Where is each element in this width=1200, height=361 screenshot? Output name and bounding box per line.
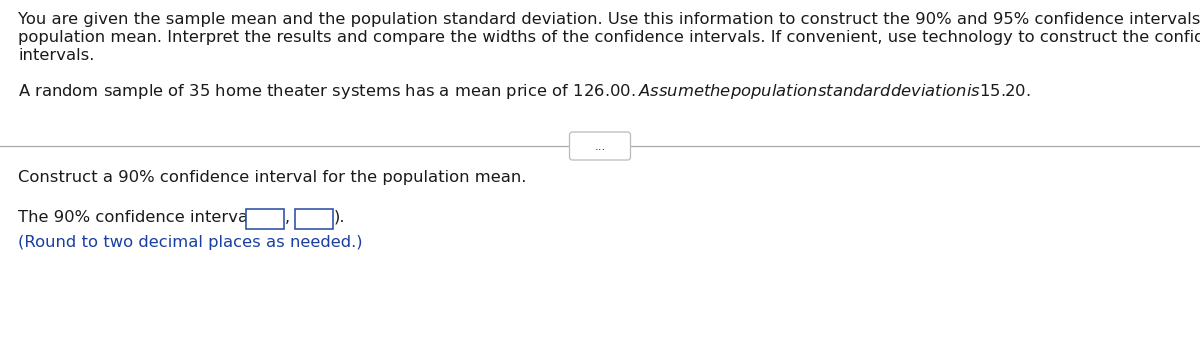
- Bar: [246, 209, 284, 229]
- Text: ...: ...: [594, 139, 606, 152]
- Text: The 90% confidence interval is (: The 90% confidence interval is (: [18, 210, 283, 225]
- Text: You are given the sample mean and the population standard deviation. Use this in: You are given the sample mean and the po…: [18, 12, 1200, 27]
- Text: intervals.: intervals.: [18, 48, 95, 63]
- Text: ).: ).: [334, 210, 346, 225]
- Text: ,: ,: [286, 210, 290, 225]
- Text: Construct a 90% confidence interval for the population mean.: Construct a 90% confidence interval for …: [18, 170, 527, 185]
- Text: population mean. Interpret the results and compare the widths of the confidence : population mean. Interpret the results a…: [18, 30, 1200, 45]
- Text: (Round to two decimal places as needed.): (Round to two decimal places as needed.): [18, 235, 362, 250]
- FancyBboxPatch shape: [570, 132, 630, 160]
- Text: A random sample of 35 home theater systems has a mean price of $126.00. Assume t: A random sample of 35 home theater syste…: [18, 82, 1031, 101]
- Bar: [295, 209, 334, 229]
